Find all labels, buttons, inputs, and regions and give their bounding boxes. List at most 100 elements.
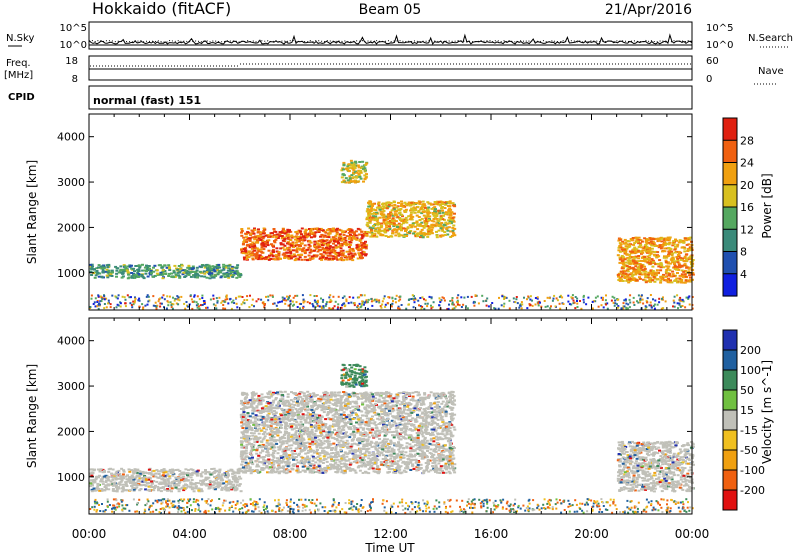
- power-cell: [637, 257, 641, 260]
- velocity-cell: [90, 484, 94, 487]
- power-cell: [640, 273, 644, 276]
- power-cell: [327, 241, 331, 244]
- velocity-cell: [445, 448, 448, 451]
- power-cell: [380, 229, 384, 232]
- power-cell: [233, 302, 236, 304]
- power-cell: [215, 264, 219, 266]
- power-cell: [512, 297, 515, 300]
- power-cell: [344, 181, 348, 184]
- power-cell: [473, 304, 476, 307]
- power-cell: [651, 261, 655, 264]
- velocity-cell: [342, 411, 346, 414]
- velocity-cell: [436, 401, 440, 404]
- power-cell: [656, 251, 660, 254]
- power-cell: [674, 279, 678, 282]
- power-cell: [372, 208, 375, 211]
- power-cell: [345, 258, 349, 261]
- power-cell: [678, 277, 682, 280]
- velocity-cell: [208, 479, 212, 482]
- power-cell: [643, 255, 646, 258]
- power-cell: [364, 301, 366, 304]
- power-cell: [203, 266, 207, 269]
- velocity-cell: [168, 477, 172, 480]
- power-cell: [420, 221, 424, 224]
- velocity-cell: [182, 489, 186, 492]
- power-cell: [295, 250, 299, 253]
- power-cell: [687, 256, 691, 259]
- power-cell: [430, 228, 434, 231]
- velocity-cell: [431, 462, 435, 465]
- power-cell: [226, 269, 230, 272]
- power-x-ticks: [88, 114, 693, 310]
- power-cell: [643, 272, 647, 275]
- velocity-cell: [359, 456, 362, 459]
- power-cell: [637, 236, 641, 239]
- power-cell: [362, 251, 366, 254]
- velocity-cell: [230, 469, 234, 472]
- power-cell: [96, 301, 99, 303]
- power-cell: [553, 294, 556, 297]
- power-cell: [636, 270, 640, 273]
- power-cell: [325, 246, 328, 249]
- power-cell: [320, 307, 323, 309]
- power-cell: [661, 244, 665, 247]
- power-cell: [449, 213, 452, 216]
- power-cell: [279, 243, 283, 246]
- velocity-cell: [417, 460, 420, 462]
- power-cell: [450, 218, 454, 221]
- power-cell: [173, 299, 176, 302]
- velocity-cell: [194, 487, 198, 490]
- power-cell: [174, 297, 177, 300]
- power-cell: [633, 304, 636, 306]
- power-cell: [379, 210, 383, 213]
- power-cell: [432, 207, 435, 210]
- power-cell: [300, 233, 303, 236]
- power-cell: [643, 279, 647, 282]
- power-cell: [359, 257, 363, 260]
- power-cell: [203, 300, 206, 302]
- power-cell: [618, 245, 622, 248]
- power-cell: [191, 300, 194, 303]
- power-cell: [423, 298, 425, 301]
- power-cell: [178, 275, 182, 278]
- power-cell: [251, 245, 255, 248]
- velocity-cell: [257, 465, 261, 468]
- velocity-cell: [229, 486, 233, 489]
- power-cell: [646, 238, 650, 241]
- power-cell: [456, 303, 459, 306]
- power-cell: [222, 268, 226, 271]
- power-cell: [272, 234, 276, 237]
- power-cell: [313, 235, 317, 238]
- velocity-cell: [402, 398, 406, 401]
- velocity-cell: [177, 490, 181, 493]
- velocity-cell: [449, 398, 452, 401]
- power-cell: [526, 307, 529, 310]
- power-cell: [240, 234, 244, 237]
- power-cell: [574, 296, 577, 298]
- power-cell: [428, 230, 432, 232]
- power-cell: [444, 211, 448, 214]
- velocity-cell: [238, 483, 242, 486]
- power-cell: [520, 301, 523, 304]
- power-cell: [640, 246, 644, 249]
- velocity-cell: [189, 468, 193, 471]
- velocity-cell: [90, 468, 94, 471]
- power-cell: [675, 268, 679, 271]
- power-cell: [360, 233, 364, 236]
- power-cell: [410, 298, 413, 300]
- power-cell: [402, 218, 406, 221]
- velocity-cell: [259, 403, 263, 406]
- power-cell: [122, 268, 126, 271]
- velocity-cell: [143, 480, 147, 482]
- power-cell: [283, 299, 286, 302]
- power-cell: [185, 301, 188, 303]
- power-cell: [246, 231, 250, 234]
- power-cell: [248, 238, 252, 241]
- power-cell: [162, 294, 165, 297]
- power-cell: [659, 244, 662, 247]
- power-cell: [256, 238, 260, 241]
- velocity-cell: [441, 469, 444, 472]
- power-cell: [680, 246, 684, 249]
- power-cell: [306, 301, 309, 304]
- power-cell: [683, 263, 687, 266]
